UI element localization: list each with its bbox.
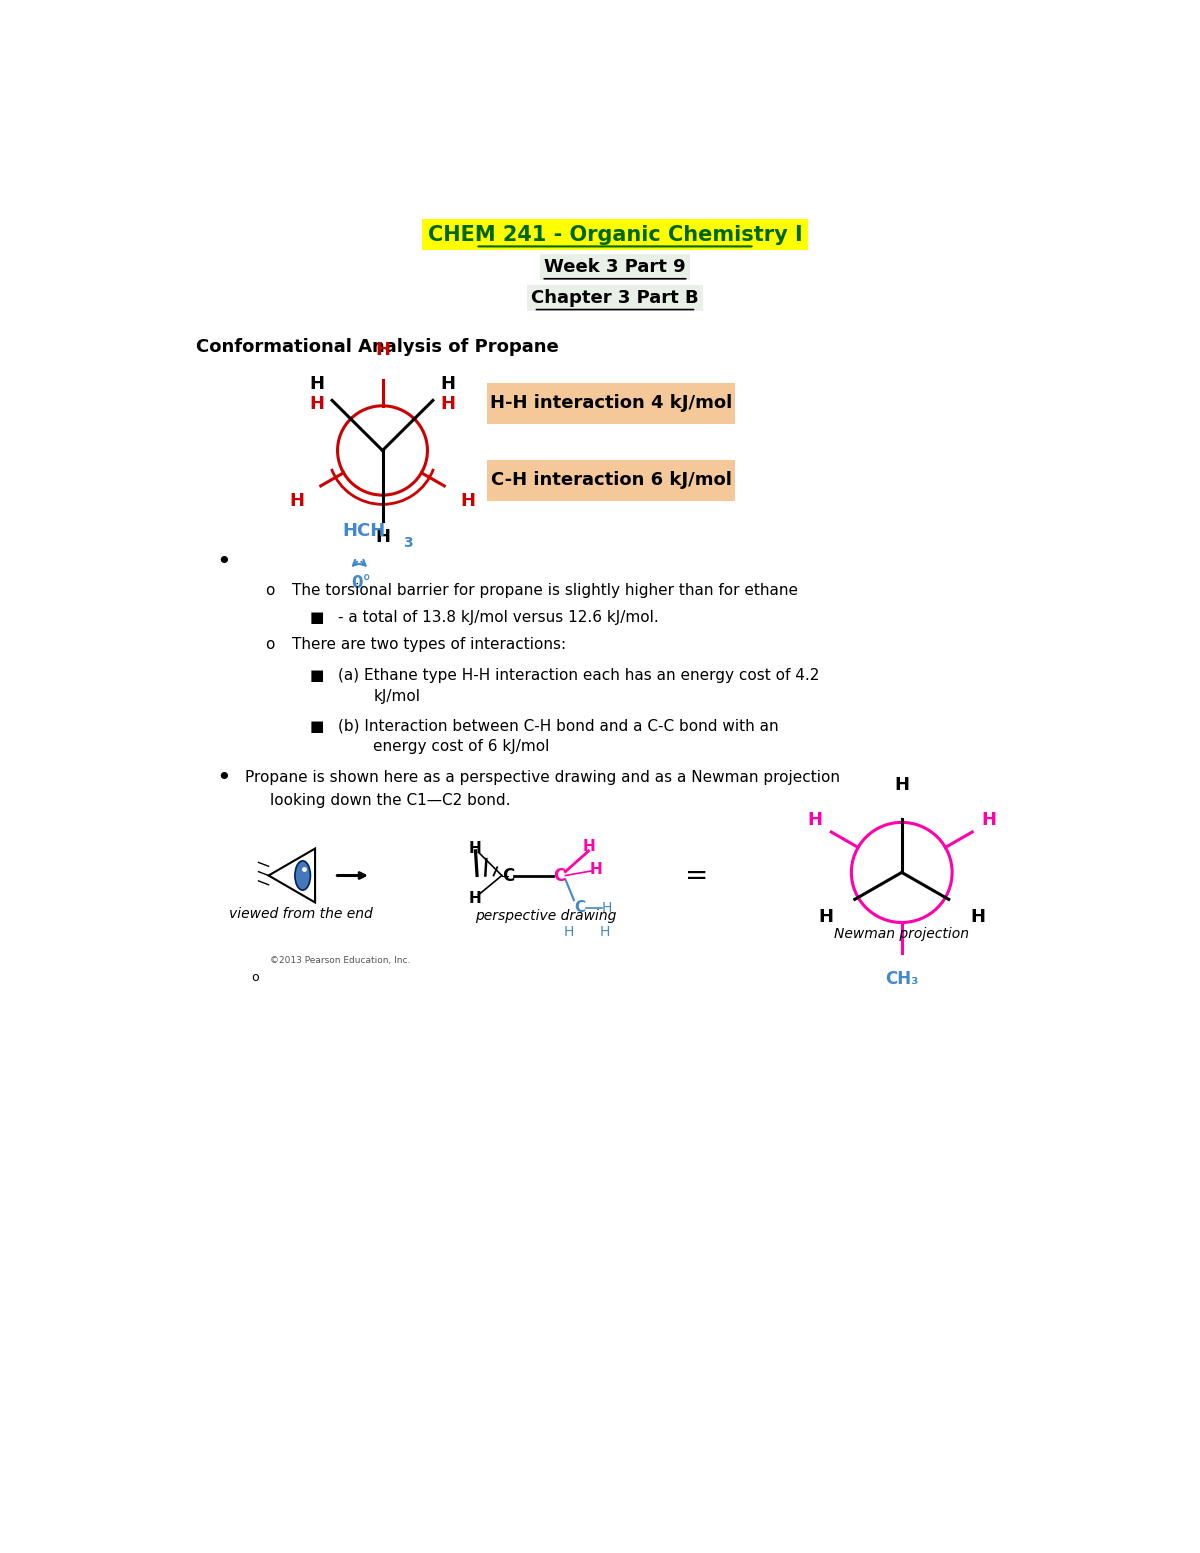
Ellipse shape [295, 860, 311, 890]
Text: •: • [216, 550, 230, 575]
Text: 3: 3 [403, 536, 413, 550]
Text: H: H [808, 811, 822, 829]
Text: H: H [590, 862, 602, 877]
Text: viewed from the end: viewed from the end [229, 907, 373, 921]
Text: ■: ■ [310, 719, 324, 733]
Text: H: H [440, 394, 455, 413]
Text: ■: ■ [310, 610, 324, 624]
Text: H: H [440, 376, 455, 393]
Text: H: H [289, 491, 305, 509]
Text: (a) Ethane type H-H interaction each has an energy cost of 4.2: (a) Ethane type H-H interaction each has… [338, 668, 820, 683]
Text: o: o [251, 972, 258, 985]
Text: looking down the C1—C2 bond.: looking down the C1—C2 bond. [270, 794, 511, 808]
Text: Week 3 Part 9: Week 3 Part 9 [544, 258, 686, 276]
Text: C: C [553, 867, 565, 885]
Text: CH₃: CH₃ [886, 969, 918, 988]
Text: H: H [374, 342, 390, 359]
Text: C: C [575, 901, 586, 915]
Text: H: H [310, 376, 325, 393]
Text: H: H [469, 891, 482, 905]
Text: Propane is shown here as a perspective drawing and as a Newman projection: Propane is shown here as a perspective d… [245, 770, 840, 786]
Text: H: H [818, 909, 834, 926]
Text: H: H [563, 926, 574, 940]
Text: kJ/mol: kJ/mol [373, 690, 420, 705]
Text: C: C [502, 867, 514, 885]
Text: Newman projection: Newman projection [834, 927, 970, 941]
Text: H: H [602, 901, 612, 915]
Text: •: • [216, 766, 230, 790]
Text: H: H [461, 491, 475, 509]
Text: 0°: 0° [350, 575, 371, 592]
Text: o: o [265, 637, 275, 652]
Text: H: H [894, 775, 910, 794]
Text: H: H [374, 528, 390, 545]
Text: perspective drawing: perspective drawing [474, 910, 616, 924]
Text: H: H [982, 811, 996, 829]
Text: energy cost of 6 kJ/mol: energy cost of 6 kJ/mol [373, 739, 550, 755]
Text: Conformational Analysis of Propane: Conformational Analysis of Propane [197, 337, 559, 356]
Text: The torsional barrier for propane is slightly higher than for ethane: The torsional barrier for propane is sli… [292, 582, 798, 598]
FancyBboxPatch shape [487, 461, 736, 500]
Text: =: = [685, 862, 708, 890]
Text: H: H [310, 394, 325, 413]
Text: CHEM 241 - Organic Chemistry I: CHEM 241 - Organic Chemistry I [427, 225, 803, 245]
Text: H: H [469, 842, 482, 856]
Text: (b) Interaction between C-H bond and a C-C bond with an: (b) Interaction between C-H bond and a C… [338, 719, 779, 733]
Text: H: H [582, 839, 595, 854]
Text: o: o [265, 582, 275, 598]
FancyBboxPatch shape [487, 384, 736, 424]
Text: - a total of 13.8 kJ/mol versus 12.6 kJ/mol.: - a total of 13.8 kJ/mol versus 12.6 kJ/… [338, 610, 659, 624]
Text: HCH: HCH [342, 522, 385, 540]
Text: ■: ■ [310, 668, 324, 683]
Text: C-H interaction 6 kJ/mol: C-H interaction 6 kJ/mol [491, 472, 732, 489]
Text: Chapter 3 Part B: Chapter 3 Part B [532, 289, 698, 307]
Text: H: H [970, 909, 985, 926]
Text: H-H interaction 4 kJ/mol: H-H interaction 4 kJ/mol [490, 394, 732, 413]
Text: ©2013 Pearson Education, Inc.: ©2013 Pearson Education, Inc. [270, 955, 410, 964]
Text: There are two types of interactions:: There are two types of interactions: [292, 637, 566, 652]
Text: H: H [600, 926, 610, 940]
